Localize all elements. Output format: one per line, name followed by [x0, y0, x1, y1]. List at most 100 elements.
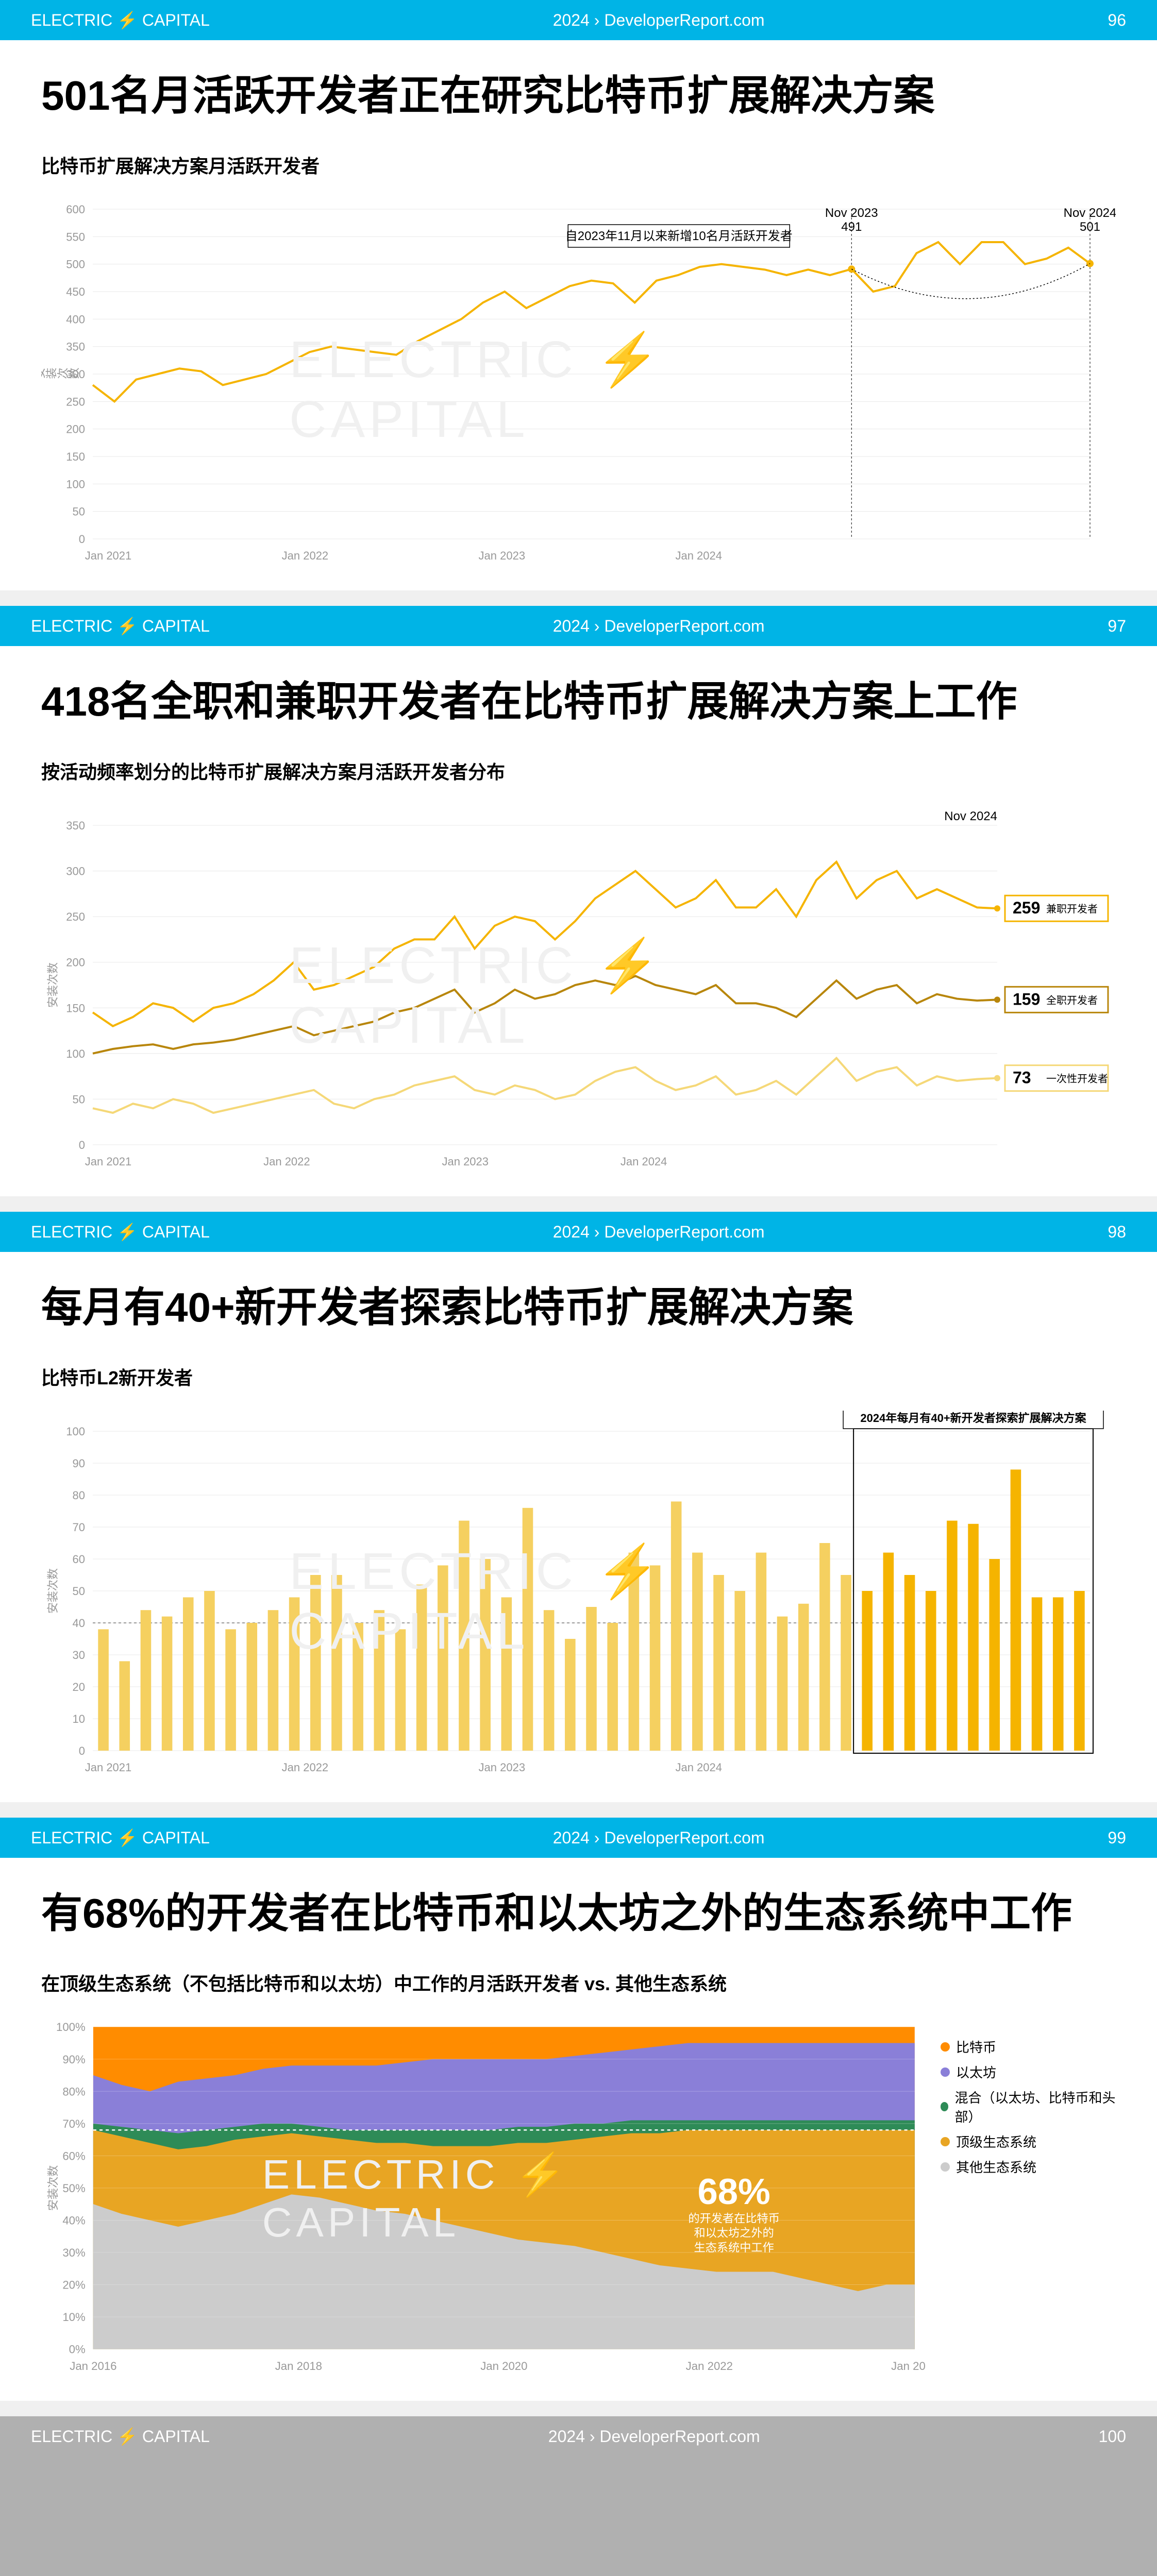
chart-subtitle: 在顶级生态系统（不包括比特币和以太坊）中工作的月活跃开发者 vs. 其他生态系统: [0, 1959, 1157, 2006]
legend-item: 顶级生态系统: [941, 2132, 1116, 2151]
legend-item: 其他生态系统: [941, 2157, 1116, 2176]
svg-text:Jan 2016: Jan 2016: [70, 2360, 116, 2372]
svg-text:159: 159: [1013, 990, 1040, 1008]
legend-label: 其他生态系统: [956, 2157, 1036, 2176]
svg-text:Jan 2023: Jan 2023: [442, 1155, 489, 1168]
svg-text:350: 350: [66, 819, 85, 832]
svg-text:50: 50: [73, 1093, 85, 1106]
legend-color-dot: [941, 2162, 950, 2172]
chart-98: ELECTRIC ⚡ CAPITAL 010203040506070809010…: [0, 1400, 1157, 1802]
chart-96: ELECTRIC ⚡ CAPITAL 050100150200250300350…: [0, 189, 1157, 590]
svg-text:和以太坊之外的: 和以太坊之外的: [694, 2227, 774, 2240]
svg-text:350: 350: [66, 341, 85, 353]
svg-text:Jan 2021: Jan 2021: [85, 549, 132, 562]
svg-text:Jan 2024: Jan 2024: [675, 1761, 722, 1774]
svg-text:Jan 2022: Jan 2022: [282, 549, 329, 562]
svg-text:30: 30: [73, 1649, 85, 1662]
chart-subtitle: 比特币扩展解决方案月活跃开发者: [0, 141, 1157, 189]
svg-text:60: 60: [73, 1553, 85, 1566]
svg-text:20%: 20%: [62, 2279, 85, 2292]
brand-logo: ELECTRIC ⚡ CAPITAL: [31, 10, 210, 30]
page-number: 100: [1099, 2427, 1126, 2446]
legend-label: 顶级生态系统: [956, 2132, 1036, 2151]
svg-text:200: 200: [66, 956, 85, 969]
svg-text:0: 0: [79, 1139, 85, 1151]
legend-label: 混合（以太坊、比特币和头部）: [954, 2088, 1116, 2126]
bar-chart-svg: 0102030405060708090100安装次数Jan 2021Jan 20…: [41, 1411, 1116, 1782]
svg-text:73: 73: [1013, 1069, 1031, 1087]
svg-text:Jan 2024: Jan 2024: [621, 1155, 667, 1168]
slide-97: ELECTRIC ⚡ CAPITAL 2024 › DeveloperRepor…: [0, 606, 1157, 1196]
svg-text:80%: 80%: [62, 2085, 85, 2098]
legend-color-dot: [941, 2137, 950, 2146]
svg-text:491: 491: [841, 220, 862, 234]
svg-text:2024年每月有40+新开发者探索扩展解决方案: 2024年每月有40+新开发者探索扩展解决方案: [860, 1412, 1086, 1425]
svg-text:Jan 2023: Jan 2023: [479, 1761, 526, 1774]
center-link: 2024 › DeveloperReport.com: [548, 2427, 760, 2446]
svg-text:150: 150: [66, 450, 85, 463]
legend-color-dot: [941, 2042, 950, 2052]
slide-98: ELECTRIC ⚡ CAPITAL 2024 › DeveloperRepor…: [0, 1212, 1157, 1802]
svg-text:68%: 68%: [697, 2171, 770, 2212]
slide-100: ELECTRIC ⚡ CAPITAL 2024 › DeveloperRepor…: [0, 2416, 1157, 2576]
svg-text:Jan 2021: Jan 2021: [85, 1155, 132, 1168]
svg-text:10: 10: [73, 1713, 85, 1725]
svg-text:Jan 2023: Jan 2023: [479, 549, 526, 562]
multiline-chart-svg: 0 50 100 150 200 250 300 350 安装次数 Jan 2021 Jan 202…: [41, 805, 1116, 1176]
legend-item: 比特币: [941, 2037, 1116, 2056]
svg-text:0: 0: [79, 1744, 85, 1757]
svg-text:生态系统中工作: 生态系统中工作: [694, 2241, 774, 2254]
svg-text:259: 259: [1013, 899, 1040, 917]
svg-text:30%: 30%: [62, 2246, 85, 2259]
svg-text:250: 250: [66, 910, 85, 923]
svg-text:50%: 50%: [62, 2182, 85, 2195]
svg-text:600: 600: [66, 203, 85, 216]
svg-text:Jan 2022: Jan 2022: [686, 2360, 733, 2372]
slide-99: ELECTRIC ⚡ CAPITAL 2024 › DeveloperRepor…: [0, 1818, 1157, 2401]
svg-text:90: 90: [73, 1457, 85, 1470]
svg-text:Jan 2024: Jan 2024: [891, 2360, 925, 2372]
svg-text:Nov 2023: Nov 2023: [825, 206, 878, 220]
legend-label: 比特币: [956, 2037, 996, 2056]
svg-text:自2023年11月以来新增10名月活跃开发者: 自2023年11月以来新增10名月活跃开发者: [565, 229, 793, 243]
svg-text:550: 550: [66, 230, 85, 243]
legend-label: 以太坊: [956, 2062, 996, 2081]
page-number: 99: [1108, 1828, 1126, 1848]
svg-text:80: 80: [73, 1489, 85, 1502]
svg-text:100%: 100%: [56, 2021, 86, 2033]
brand-logo: ELECTRIC ⚡ CAPITAL: [31, 616, 210, 636]
page-number: 96: [1108, 11, 1126, 30]
legend-color-dot: [941, 2102, 948, 2111]
chart-subtitle: 按活动频率划分的比特币扩展解决方案月活跃开发者分布: [0, 747, 1157, 794]
svg-text:300: 300: [66, 865, 85, 878]
svg-text:安装次数: 安装次数: [46, 962, 59, 1008]
svg-text:400: 400: [66, 313, 85, 326]
svg-text:150: 150: [66, 1002, 85, 1014]
svg-text:Nov 2024: Nov 2024: [1064, 206, 1116, 220]
legend-item: 混合（以太坊、比特币和头部）: [941, 2088, 1116, 2126]
svg-text:90%: 90%: [62, 2053, 85, 2066]
center-link: 2024 › DeveloperReport.com: [553, 617, 765, 636]
svg-text:500: 500: [66, 258, 85, 271]
chart-legend: 比特币以太坊混合（以太坊、比特币和头部） 顶级生态系统其他生态系统: [941, 2016, 1116, 2380]
svg-text:100: 100: [66, 1047, 85, 1060]
center-link: 2024 › DeveloperReport.com: [553, 1828, 765, 1848]
page-number: 98: [1108, 1223, 1126, 1242]
svg-text:200: 200: [66, 423, 85, 436]
svg-text:0: 0: [79, 533, 85, 546]
svg-text:Jan 2024: Jan 2024: [675, 549, 722, 562]
svg-text:Jan 2022: Jan 2022: [282, 1761, 329, 1774]
legend-color-dot: [941, 2067, 950, 2077]
slide-title: 每月有40+新开发者探索比特币扩展解决方案: [0, 1252, 1157, 1353]
svg-text:60%: 60%: [62, 2149, 85, 2162]
brand-logo: ELECTRIC ⚡ CAPITAL: [31, 1222, 210, 1242]
svg-text:一次性开发者: 一次性开发者: [1046, 1073, 1108, 1085]
slide-header: ELECTRIC ⚡ CAPITAL 2024 › DeveloperRepor…: [0, 606, 1157, 646]
chart-99: ELECTRIC ⚡ CAPITAL 0%10%20%30%40%50%60%7…: [0, 2006, 1157, 2401]
svg-text:250: 250: [66, 395, 85, 408]
center-link: 2024 › DeveloperReport.com: [553, 11, 765, 30]
brand-logo: ELECTRIC ⚡ CAPITAL: [31, 1828, 210, 1848]
chart-97: ELECTRIC ⚡ CAPITAL 050100150200250300350…: [0, 794, 1157, 1196]
svg-text:兼职开发者: 兼职开发者: [1046, 903, 1098, 915]
slide-header: ELECTRIC ⚡ CAPITAL 2024 › DeveloperRepor…: [0, 1818, 1157, 1858]
